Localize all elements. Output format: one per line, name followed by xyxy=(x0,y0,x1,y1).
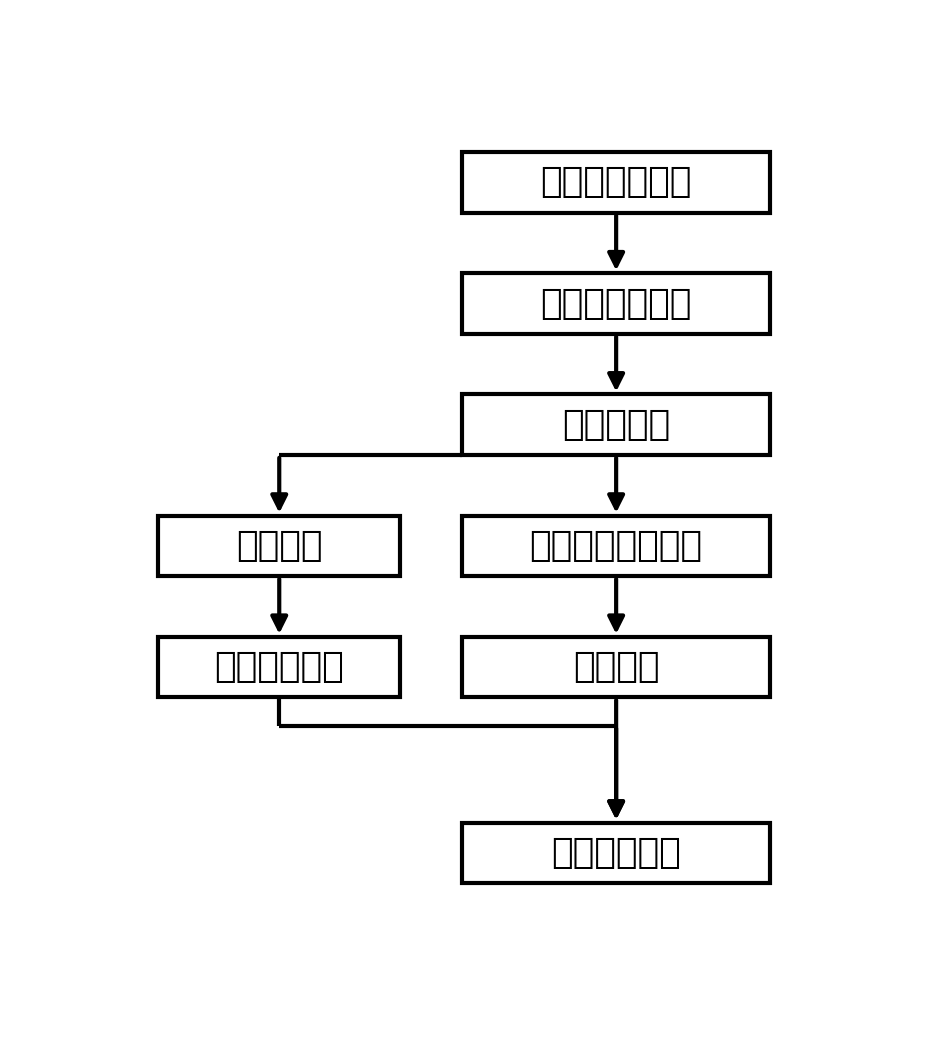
Text: 多视角图像采集: 多视角图像采集 xyxy=(540,286,691,321)
Text: 工业机器人移动: 工业机器人移动 xyxy=(540,166,691,199)
FancyBboxPatch shape xyxy=(462,394,769,455)
Text: 图像预处理: 图像预处理 xyxy=(562,408,669,442)
FancyBboxPatch shape xyxy=(462,516,769,576)
Text: 相机内外参数: 相机内外参数 xyxy=(214,650,344,684)
Text: 图像特征提取匹配: 图像特征提取匹配 xyxy=(529,529,702,563)
Text: 三维位置确认: 三维位置确认 xyxy=(550,836,681,870)
Text: 匹配对集: 匹配对集 xyxy=(572,650,659,684)
FancyBboxPatch shape xyxy=(462,637,769,698)
FancyBboxPatch shape xyxy=(159,637,399,698)
FancyBboxPatch shape xyxy=(159,516,399,576)
Text: 相机标定: 相机标定 xyxy=(236,529,322,563)
FancyBboxPatch shape xyxy=(462,822,769,883)
FancyBboxPatch shape xyxy=(462,152,769,213)
FancyBboxPatch shape xyxy=(462,274,769,334)
